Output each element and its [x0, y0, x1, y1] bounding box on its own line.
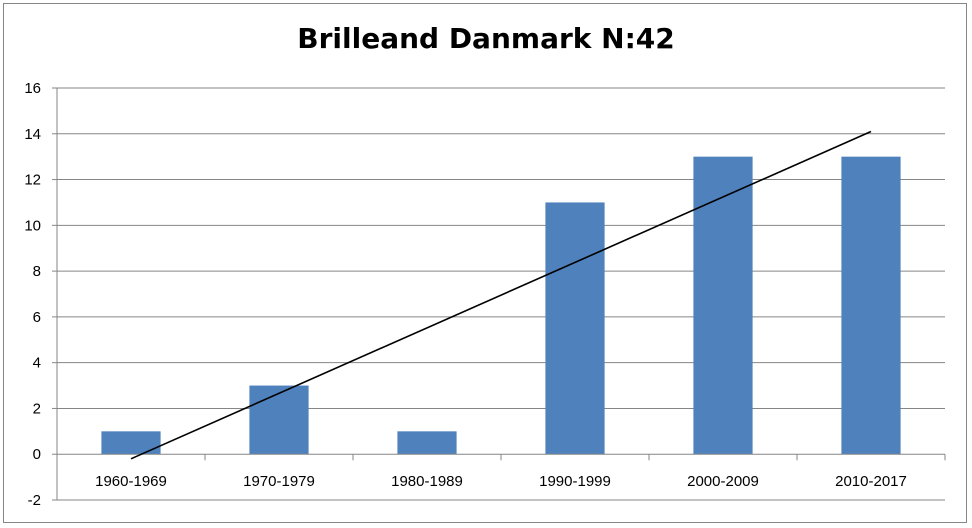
axes	[52, 87, 946, 501]
x-tick-label: 1990-1999	[539, 473, 611, 490]
y-tick-label: 12	[24, 172, 41, 189]
bar-1980-1989	[397, 431, 457, 455]
y-tick-label: -2	[28, 492, 41, 509]
y-tick-label: 6	[33, 309, 41, 326]
trendline	[130, 130, 872, 460]
y-tick-label: 14	[24, 126, 41, 143]
trendline-layer	[130, 130, 872, 460]
y-tick-label: 10	[24, 217, 41, 234]
bar-2000-2009	[693, 156, 753, 455]
x-tick-label: 2010-2017	[835, 473, 907, 490]
x-tick-label: 2000-2009	[687, 473, 759, 490]
y-tick-label: 4	[33, 355, 41, 372]
y-tick-label: 2	[33, 400, 41, 417]
chart-title: Brilleand Danmark N:42	[297, 22, 675, 55]
x-tick-label: 1970-1979	[243, 473, 315, 490]
bar-2010-2017	[841, 156, 901, 455]
bars	[101, 156, 901, 455]
chart-frame	[3, 3, 967, 523]
y-tick-label: 0	[33, 446, 41, 463]
bar-1970-1979	[249, 385, 309, 455]
x-tick-label: 1980-1989	[391, 473, 463, 490]
x-tick-label: 1960-1969	[95, 473, 167, 490]
gridlines	[57, 87, 945, 501]
tick-labels: -2 0 2 4 6 8 10 12 14 16 1960-1969 1970-1979 1980-19…	[24, 80, 907, 509]
bar-1990-1999	[545, 202, 605, 455]
bar-1960-1969	[101, 431, 161, 455]
y-tick-label: 16	[24, 80, 41, 97]
y-tick-label: 8	[33, 263, 41, 280]
